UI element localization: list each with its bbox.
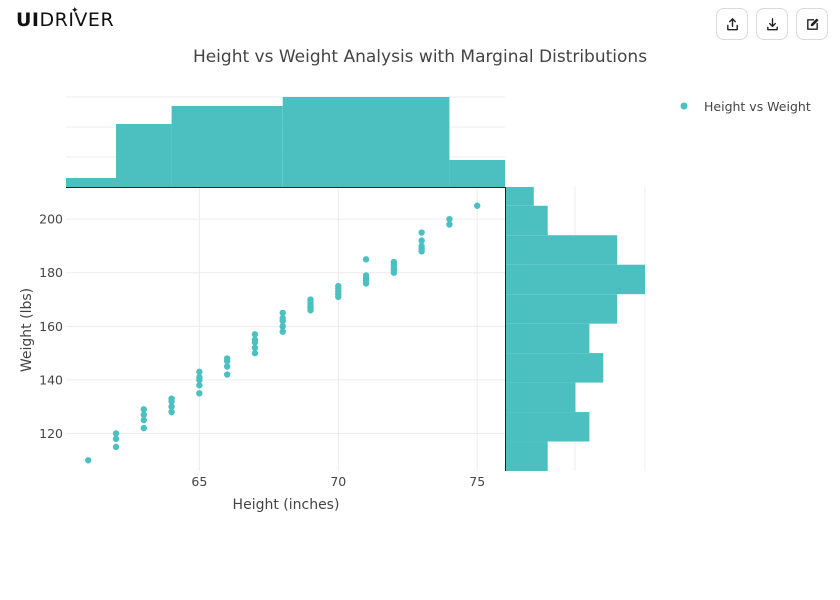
x-tick-label: 75 xyxy=(469,474,485,489)
axes: 65 70 75 120 140 160 180 200 xyxy=(39,187,506,489)
data-point xyxy=(446,221,453,228)
y-histogram-bar xyxy=(506,205,548,236)
x-histogram-bar xyxy=(171,106,283,187)
data-point xyxy=(474,202,481,209)
logo-rest-part: DRIVER xyxy=(39,9,115,31)
edit-icon xyxy=(806,18,818,30)
y-histogram xyxy=(506,187,645,471)
legend-label: Height vs Weight xyxy=(704,99,811,114)
data-point xyxy=(362,256,370,263)
download-button[interactable] xyxy=(756,8,788,40)
x-histogram xyxy=(66,97,505,187)
logo-text: UIDRIVER xyxy=(16,10,114,30)
data-point xyxy=(140,424,147,432)
chart-title: Height vs Weight Analysis with Marginal … xyxy=(193,47,647,67)
data-point xyxy=(196,390,203,397)
y-histogram-bar xyxy=(506,187,534,206)
logo-bold-part: UI xyxy=(16,9,40,31)
y-histogram-bar xyxy=(506,441,548,471)
x-axis-label: Height (inches) xyxy=(233,497,340,513)
data-point xyxy=(112,443,120,451)
data-point xyxy=(279,315,286,322)
download-icon xyxy=(766,17,778,30)
data-point xyxy=(112,435,120,443)
data-point xyxy=(223,371,231,378)
data-point xyxy=(140,411,147,418)
y-histogram-bar xyxy=(506,264,645,295)
data-point xyxy=(223,363,231,370)
y-axis-label: Weight (lbs) xyxy=(19,288,35,372)
data-point xyxy=(279,309,286,317)
data-point xyxy=(446,215,453,223)
edit-button[interactable] xyxy=(796,8,828,40)
data-point xyxy=(85,457,92,464)
logo-sparkle-icon: ✦ xyxy=(71,6,79,16)
data-point xyxy=(418,242,425,250)
data-point xyxy=(279,323,286,330)
share-button[interactable] xyxy=(716,8,748,40)
data-point xyxy=(418,229,425,236)
data-point xyxy=(140,416,147,424)
data-point xyxy=(168,408,175,416)
data-point xyxy=(335,282,342,290)
y-histogram-bar xyxy=(506,294,618,324)
data-point xyxy=(140,406,147,413)
data-point xyxy=(251,336,259,343)
x-histogram-bar xyxy=(449,160,505,187)
y-tick-label: 160 xyxy=(39,319,63,334)
share-icon xyxy=(726,17,738,30)
data-point xyxy=(168,403,175,410)
scatter-points xyxy=(85,202,481,464)
y-histogram-bar xyxy=(506,353,604,383)
data-point xyxy=(196,374,203,381)
data-point xyxy=(251,349,259,357)
x-tick-label: 70 xyxy=(330,474,346,489)
chart-toolbar xyxy=(716,8,828,40)
x-tick-label: 65 xyxy=(191,474,207,489)
data-point xyxy=(223,355,231,362)
x-histogram-bar xyxy=(282,97,450,187)
data-point xyxy=(362,272,370,279)
y-tick-label: 140 xyxy=(39,372,63,387)
data-point xyxy=(307,296,314,303)
y-tick-label: 180 xyxy=(39,265,63,280)
data-point xyxy=(168,395,175,402)
brand-logo: UIDRIVER ✦ xyxy=(16,6,114,30)
data-point xyxy=(390,258,398,266)
data-point xyxy=(196,368,203,376)
x-histogram-bar xyxy=(116,124,172,187)
data-point xyxy=(279,328,286,335)
data-point xyxy=(251,331,259,338)
y-histogram-bar xyxy=(506,382,576,413)
y-tick-label: 200 xyxy=(39,212,63,227)
y-histogram-bar xyxy=(506,235,618,265)
y-tick-label: 120 xyxy=(39,426,63,441)
data-point xyxy=(251,344,259,351)
x-histogram-bar xyxy=(66,178,117,187)
legend[interactable]: Height vs Weight xyxy=(680,99,811,114)
legend-marker xyxy=(680,102,688,110)
data-point xyxy=(418,237,425,244)
y-histogram-bar xyxy=(506,323,590,354)
data-point xyxy=(196,382,203,389)
y-histogram-bar xyxy=(506,412,590,442)
data-point xyxy=(112,430,120,437)
